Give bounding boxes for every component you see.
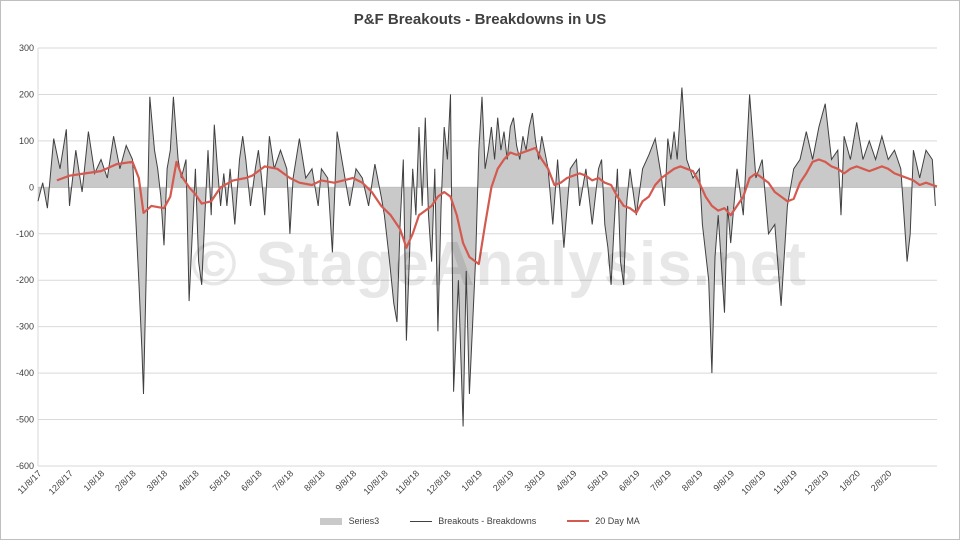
- x-tick-label: 2/8/20: [869, 468, 894, 493]
- x-tick-label: 2/8/18: [113, 468, 138, 493]
- y-tick-label: -100: [16, 229, 34, 239]
- x-tick-label: 9/8/18: [334, 468, 359, 493]
- y-tick-label: 0: [29, 182, 34, 192]
- x-tick-label: 3/8/18: [145, 468, 170, 493]
- x-tick-label: 1/8/20: [837, 468, 862, 493]
- legend-item-ma: 20 Day MA: [566, 515, 640, 526]
- x-tick-label: 1/8/19: [459, 468, 484, 493]
- line-breakouts-breakdowns: [37, 87, 936, 427]
- y-tick-label: -400: [16, 368, 34, 378]
- x-tick-label: 12/8/19: [802, 468, 830, 496]
- x-tick-label: 5/8/18: [208, 468, 233, 493]
- x-tick-label: 8/8/18: [302, 468, 327, 493]
- x-tick-label: 8/8/19: [680, 468, 705, 493]
- x-tick-label: 1/8/18: [82, 468, 107, 493]
- x-tick-label: 2/8/19: [491, 468, 516, 493]
- y-tick-label: -500: [16, 415, 34, 425]
- watermark-text: © StageAnalysis.net: [191, 230, 807, 299]
- legend-label-ma: 20 Day MA: [595, 515, 640, 526]
- y-tick-label: -200: [16, 275, 34, 285]
- x-tick-label: 3/8/19: [522, 468, 547, 493]
- x-tick-label: 4/8/19: [554, 468, 579, 493]
- legend-swatch-area-icon: [320, 517, 343, 525]
- x-tick-label: 5/8/19: [585, 468, 610, 493]
- x-tick-label: 9/8/19: [711, 468, 736, 493]
- chart-legend: Series3 Breakouts - Breakdowns 20 Day MA: [1, 515, 959, 526]
- legend-label-breakouts: Breakouts - Breakdowns: [438, 515, 537, 526]
- y-tick-label: 200: [19, 89, 34, 99]
- y-tick-label: -600: [16, 461, 34, 471]
- x-tick-label: 6/8/19: [617, 468, 642, 493]
- line-20-day-ma: [56, 146, 938, 266]
- x-tick-label: 10/8/19: [739, 468, 767, 496]
- legend-swatch-ma-icon: [566, 520, 589, 523]
- x-tick-label: 11/8/18: [393, 468, 421, 496]
- y-tick-label: 100: [19, 136, 34, 146]
- legend-swatch-line-icon: [409, 520, 432, 522]
- x-tick-label: 10/8/18: [361, 468, 389, 496]
- chart-title: P&F Breakouts - Breakdowns in US: [353, 11, 607, 28]
- x-tick-label: 11/8/19: [771, 468, 799, 496]
- x-tick-label: 11/8/17: [16, 468, 44, 496]
- x-tick-label: 7/8/19: [648, 468, 673, 493]
- legend-item-series3: Series3: [320, 516, 379, 526]
- x-tick-label: 12/8/18: [424, 468, 452, 496]
- legend-label-series3: Series3: [348, 515, 380, 526]
- x-tick-label: 6/8/18: [239, 468, 264, 493]
- legend-item-breakouts: Breakouts - Breakdowns: [409, 515, 537, 526]
- y-tick-label: -300: [16, 322, 34, 332]
- x-tick-label: 7/8/18: [271, 468, 296, 493]
- x-tick-label: 12/8/17: [47, 468, 75, 496]
- x-tick-label: 4/8/18: [176, 468, 201, 493]
- y-tick-label: 300: [19, 43, 34, 53]
